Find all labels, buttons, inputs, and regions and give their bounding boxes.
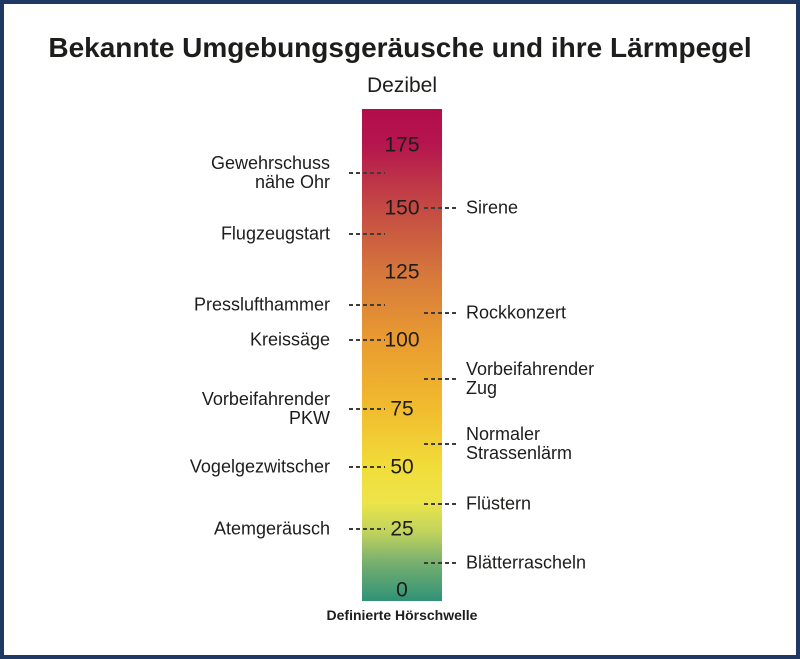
right-item-label: Normaler Strassenlärm	[466, 423, 573, 463]
axis-tick-label-175: 175	[384, 133, 420, 157]
right-item-label: Flüstern	[466, 493, 532, 514]
left-tick-dash	[349, 339, 385, 341]
left-item-label: Vogelgezwitscher	[189, 456, 330, 477]
left-item-label: Kreissäge	[249, 329, 330, 350]
axis-tick-label-0: 0	[396, 578, 408, 602]
left-item-label: Vorbeifahrender PKW	[201, 389, 330, 428]
page-title: Bekannte Umgebungsgeräusche und ihre Lär…	[48, 32, 752, 63]
right-tick-dash	[424, 207, 457, 209]
right-tick-dash	[424, 503, 457, 506]
right-tick-dash	[424, 311, 457, 314]
axis-tick-label-25: 25	[390, 517, 414, 541]
right-item-label: Blätterrascheln	[466, 552, 587, 573]
right-item-label: Rockkonzert	[466, 302, 567, 323]
left-item-label: Flugzeugstart	[220, 223, 330, 244]
decibel-gradient-bar	[362, 109, 442, 601]
right-tick-dash	[424, 442, 457, 445]
left-tick-dash	[349, 232, 385, 235]
left-tick-dash	[349, 528, 385, 530]
left-tick-dash	[349, 408, 385, 410]
left-tick-dash	[349, 303, 385, 306]
right-item-label: Vorbeifahrender Zug	[466, 358, 595, 398]
left-tick-dash	[349, 171, 385, 174]
right-item-label: Sirene	[466, 197, 519, 218]
axis-tick-label-100: 100	[384, 328, 420, 352]
right-tick-dash	[424, 562, 457, 565]
decibel-axis-title: Dezibel	[366, 74, 438, 97]
axis-tick-label-75: 75	[390, 397, 414, 421]
axis-tick-label-125: 125	[384, 260, 420, 284]
left-item-label: Atemgeräusch	[213, 518, 330, 539]
hearing-threshold-footnote: Definierte Hörschwelle	[326, 607, 478, 623]
left-tick-dash	[349, 466, 385, 468]
left-item-label: Presslufthammer	[193, 294, 330, 315]
left-item-label: Gewehrschuss nähe Ohr	[210, 152, 330, 192]
axis-tick-label-150: 150	[384, 196, 420, 220]
axis-tick-label-50: 50	[390, 455, 414, 479]
right-tick-dash	[424, 377, 457, 380]
